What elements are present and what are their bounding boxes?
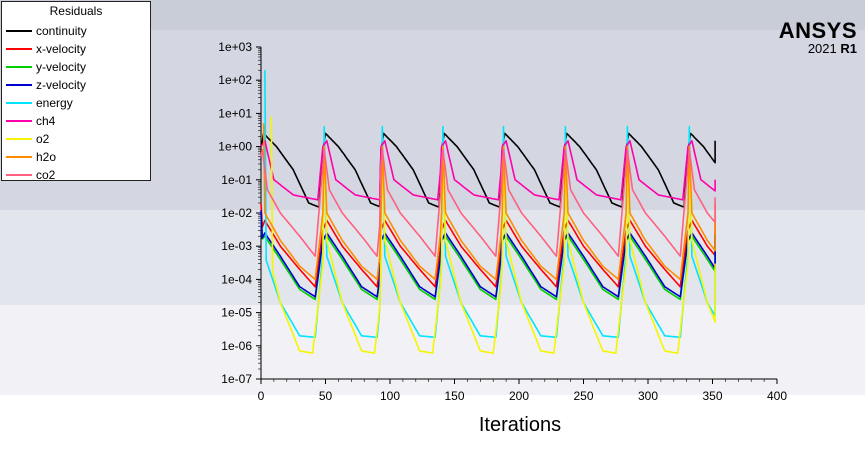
- y-tick-label: 1e-04: [221, 272, 252, 286]
- y-tick-label: 1e-02: [221, 206, 252, 220]
- logo-version: 2021 R1: [779, 42, 857, 56]
- legend-swatch: [6, 138, 32, 140]
- x-tick-label: 400: [767, 389, 787, 403]
- x-tick-label: 350: [702, 389, 722, 403]
- legend-label: continuity: [36, 24, 87, 38]
- legend-item: o2: [6, 131, 49, 147]
- series-line-h2o: [262, 123, 716, 281]
- legend-item: h2o: [6, 149, 56, 165]
- legend-item: ch4: [6, 113, 55, 129]
- legend-item: x-velocity: [6, 41, 86, 57]
- x-tick-label: 200: [509, 389, 529, 403]
- series-line-x-velocity: [260, 202, 716, 288]
- legend-label: co2: [36, 168, 56, 182]
- x-axis-label: Iterations: [479, 414, 561, 436]
- y-tick-label: 1e-03: [221, 239, 252, 253]
- legend-swatch: [6, 84, 32, 86]
- chart-series: [260, 70, 716, 354]
- ansys-logo: ANSYS 2021 R1: [779, 20, 857, 56]
- legend-swatch: [6, 156, 32, 158]
- legend-item: energy: [6, 95, 73, 111]
- legend-swatch: [6, 174, 32, 176]
- logo-name: ANSYS: [778, 18, 857, 43]
- x-tick-label: 0: [258, 389, 265, 403]
- y-tick-label: 1e+01: [218, 106, 252, 120]
- x-tick-label: 100: [380, 389, 400, 403]
- series-line-co2: [260, 149, 716, 257]
- x-tick-label: 300: [638, 389, 658, 403]
- x-tick-label: 250: [573, 389, 593, 403]
- legend-label: ch4: [36, 114, 56, 128]
- background-band: [0, 210, 865, 305]
- logo-version-release: R1: [840, 41, 857, 56]
- legend-swatch: [6, 48, 32, 50]
- legend-item: continuity: [6, 23, 87, 39]
- legend-swatch: [6, 120, 32, 122]
- series-line-continuity: [260, 132, 716, 208]
- legend-swatch: [6, 66, 32, 68]
- series-line-z-velocity: [260, 210, 716, 298]
- legend-label: y-velocity: [36, 60, 87, 74]
- y-tick-label: 1e+03: [218, 40, 252, 54]
- legend-label: z-velocity: [36, 78, 87, 92]
- legend-label: x-velocity: [36, 42, 87, 56]
- chart-axes: 1e+03 1e+02 1e+01 1e+00 1e-01 1e-02 1e-03 1e-04…: [218, 40, 787, 403]
- legend-swatch: [6, 30, 32, 32]
- legend: Residuals continuity x-velocity y-veloci…: [1, 1, 151, 183]
- y-tick-label: 1e-05: [221, 306, 252, 320]
- y-tick-label: 1e+02: [218, 73, 252, 87]
- y-tick-label: 1e-06: [221, 339, 252, 353]
- legend-item: y-velocity: [6, 59, 86, 75]
- legend-item: co2: [6, 167, 55, 183]
- legend-swatch: [6, 102, 32, 104]
- background-band: [0, 395, 865, 467]
- legend-item: z-velocity: [6, 77, 86, 93]
- legend-label: o2: [36, 132, 50, 146]
- series-line-o2: [270, 116, 716, 354]
- legend-label: h2o: [36, 150, 57, 164]
- logo-version-year: 2021: [807, 41, 837, 56]
- legend-title: Residuals: [49, 4, 103, 18]
- legend-label: energy: [36, 96, 73, 110]
- x-tick-label: 150: [444, 389, 464, 403]
- x-tick-label: 50: [319, 389, 333, 403]
- series-line-y-velocity: [260, 212, 716, 301]
- y-tick-label: 1e-07: [221, 372, 252, 386]
- y-tick-label: 1e-01: [221, 173, 252, 187]
- series-line-ch4: [260, 140, 716, 201]
- y-tick-label: 1e+00: [218, 140, 252, 154]
